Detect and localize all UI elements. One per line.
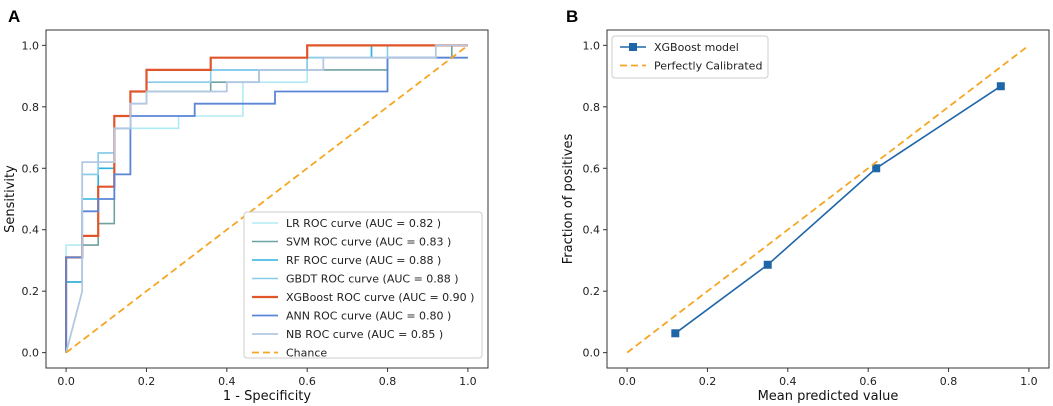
y-tick-label: 0.6: [583, 162, 601, 175]
y-tick-label: 0.8: [22, 101, 40, 114]
data-point-marker: [671, 329, 680, 338]
legend-entry: XGBoost model: [654, 41, 739, 54]
x-axis-label: Mean predicted value: [758, 389, 899, 404]
data-point-marker: [763, 260, 772, 269]
series-line-6: [65, 44, 468, 353]
x-axis-label: 1 - Specificity: [223, 389, 312, 404]
x-tick-label: 0.2: [699, 375, 717, 388]
y-tick-label: 0.2: [583, 285, 601, 298]
y-axis-label: Fraction of positives: [561, 134, 576, 265]
legend-entry: NB ROC curve (AUC = 0.85 ): [286, 328, 443, 341]
plot-frame: [606, 29, 1050, 369]
y-tick-label: 0.0: [583, 347, 601, 360]
y-tick-label: 0.6: [22, 162, 40, 175]
panel-label: B: [566, 7, 578, 26]
legend-entry: XGBoost ROC curve (AUC = 0.90 ): [286, 291, 474, 304]
x-tick-label: 0.8: [940, 375, 958, 388]
legend-entry: LR ROC curve (AUC = 0.82 ): [286, 217, 441, 230]
plot-frame: [45, 29, 489, 369]
series-line-7: [65, 44, 469, 354]
series-line-0: [674, 85, 1002, 334]
y-tick-label: 0.4: [583, 224, 601, 237]
series-line-1: [626, 44, 1030, 354]
y-tick-label: 0.4: [22, 224, 40, 237]
x-tick-label: 0.8: [379, 375, 397, 388]
data-point-marker: [996, 82, 1005, 91]
legend-entry: ANN ROC curve (AUC = 0.80 ): [286, 310, 451, 323]
x-tick-label: 0.0: [57, 375, 75, 388]
legend-entry: SVM ROC curve (AUC = 0.83 ): [286, 236, 451, 249]
y-axis-label: Sensitivity: [3, 165, 18, 233]
legend-box: [243, 211, 483, 359]
x-tick-label: 0.6: [859, 375, 877, 388]
x-tick-label: 0.4: [779, 375, 797, 388]
panel-label: A: [8, 7, 20, 26]
legend-entry: RF ROC curve (AUC = 0.88 ): [286, 254, 441, 267]
x-tick-label: 0.6: [298, 375, 316, 388]
data-point-marker: [872, 164, 881, 173]
x-tick-label: 1.0: [459, 375, 477, 388]
x-tick-label: 0.2: [138, 375, 156, 388]
x-tick-label: 0.0: [618, 375, 636, 388]
y-tick-label: 0.2: [22, 285, 40, 298]
y-tick-label: 1.0: [22, 39, 40, 52]
y-tick-label: 0.8: [583, 101, 601, 114]
x-tick-label: 1.0: [1020, 375, 1038, 388]
legend-entry: GBDT ROC curve (AUC = 0.88 ): [286, 273, 459, 286]
legend-box: [611, 35, 769, 79]
legend-entry: Chance: [286, 347, 327, 360]
legend-entry: Perfectly Calibrated: [654, 60, 762, 73]
y-tick-label: 1.0: [583, 39, 601, 52]
legend-marker: [629, 43, 637, 51]
x-tick-label: 0.4: [218, 375, 236, 388]
y-tick-label: 0.0: [22, 347, 40, 360]
